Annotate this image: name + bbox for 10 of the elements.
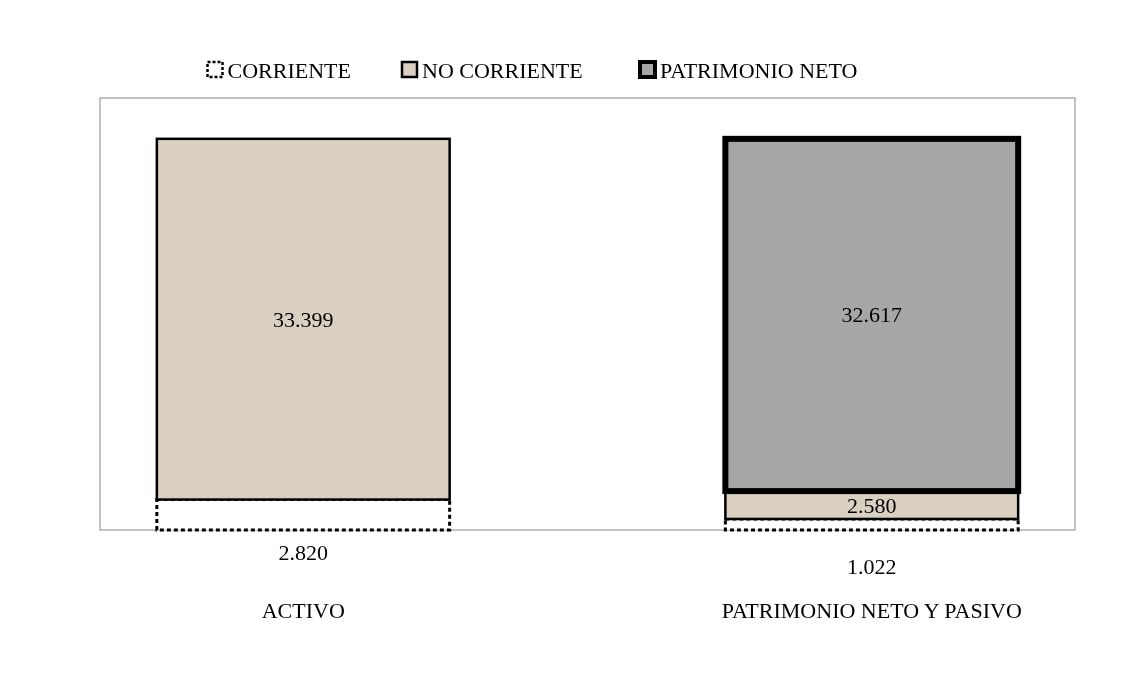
data-label: 2.580: [847, 492, 897, 518]
x-tick-label: ACTIVO: [261, 598, 345, 623]
legend-label: CORRIENTE: [227, 57, 351, 83]
data-label: 2.820: [278, 539, 328, 565]
data-label: 1.022: [847, 553, 897, 579]
data-label: 33.399: [272, 306, 334, 332]
x-tick-label: PATRIMONIO NETO Y PASIVO: [721, 598, 1022, 623]
legend-label: PATRIMONIO NETO: [660, 57, 858, 83]
data-label: 32.617: [841, 302, 903, 328]
legend-label: NO CORRIENTE: [422, 57, 583, 83]
